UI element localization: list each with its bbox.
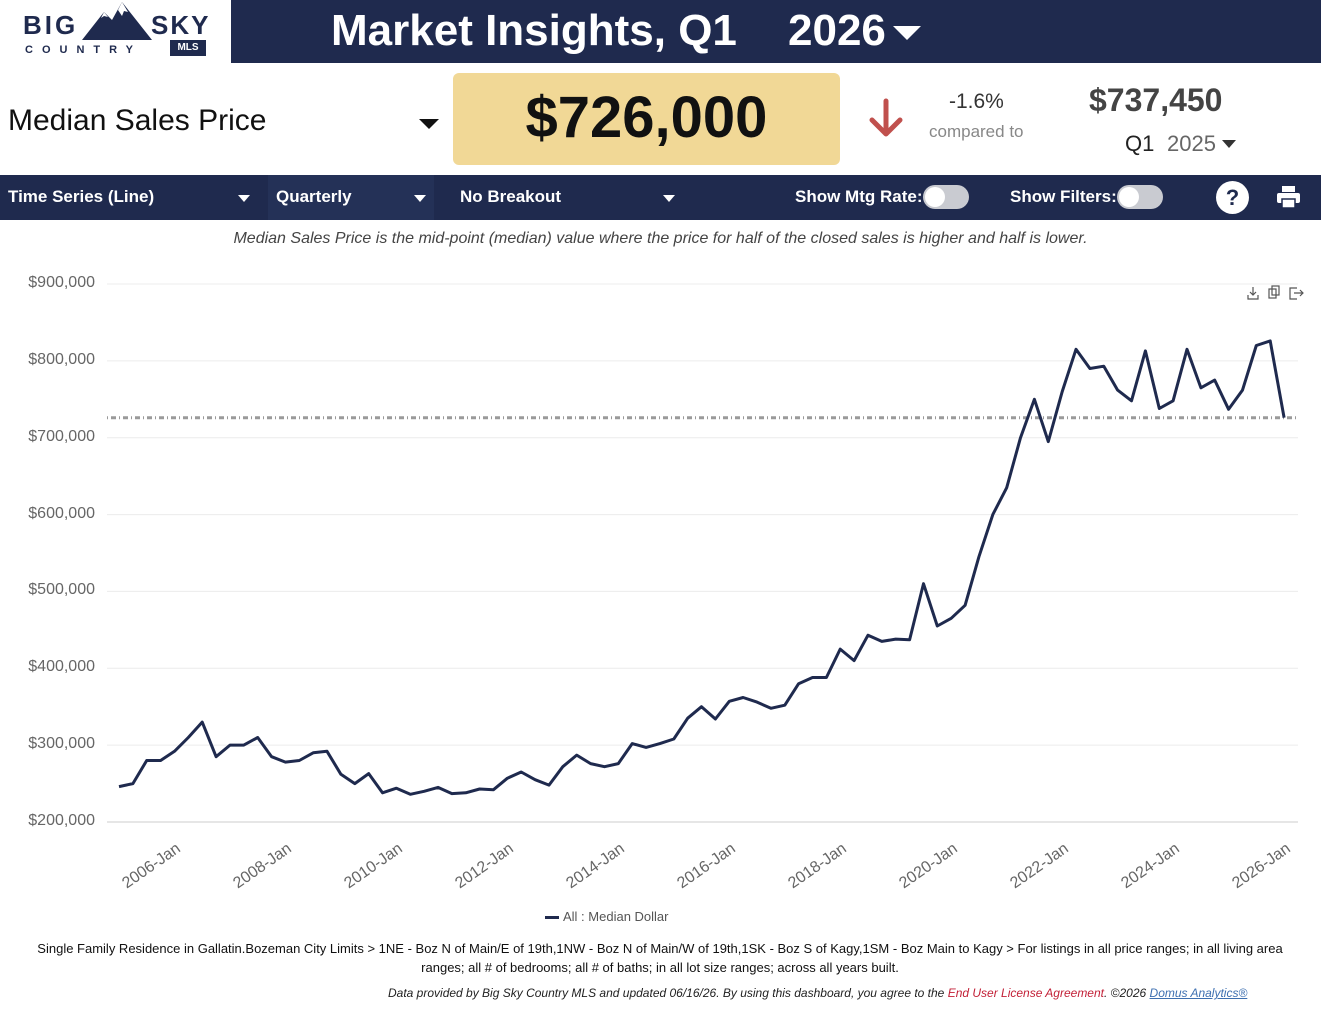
x-tick-label: 2024-Jan xyxy=(1118,840,1183,893)
mountain-icon xyxy=(82,2,152,40)
help-icon[interactable]: ? xyxy=(1216,181,1249,214)
y-tick-label: $300,000 xyxy=(28,735,95,753)
comparison-dropdown-icon[interactable] xyxy=(1222,140,1236,148)
y-tick-label: $800,000 xyxy=(28,350,95,368)
filters-label: Show Filters: xyxy=(1010,187,1117,206)
x-tick-label: 2022-Jan xyxy=(1007,840,1072,893)
y-tick-label: $200,000 xyxy=(28,812,95,829)
y-tick-label: $600,000 xyxy=(28,504,95,522)
chart-type-selector[interactable]: Time Series (Line) xyxy=(8,187,155,206)
y-tick-label: $900,000 xyxy=(28,274,95,291)
change-percent: -1.6% xyxy=(949,90,1004,113)
y-tick-label: $500,000 xyxy=(28,581,95,599)
x-tick-label: 2008-Jan xyxy=(230,840,296,893)
download-icon[interactable] xyxy=(1247,287,1259,300)
toolbar: Time Series (Line) Quarterly No Breakout… xyxy=(0,175,1321,220)
print-icon[interactable] xyxy=(1276,185,1301,209)
x-tick-label: 2014-Jan xyxy=(563,840,629,893)
filters-toggle[interactable] xyxy=(1117,185,1163,209)
period-selector[interactable]: Quarterly xyxy=(276,187,352,206)
metric-value-box: $726,000 xyxy=(453,73,840,165)
logo-mls-badge: MLS xyxy=(170,40,206,56)
logo-text-big: BIG xyxy=(23,10,79,40)
legend-label: All : Median Dollar xyxy=(563,909,669,924)
breakout-dropdown-icon[interactable] xyxy=(663,195,675,202)
logo-text-sky: SKY xyxy=(151,10,211,40)
period-dropdown-icon[interactable] xyxy=(414,195,426,202)
period-selector-bg xyxy=(268,175,434,220)
x-tick-label: 2026-Jan xyxy=(1229,840,1294,893)
data-attribution: Data provided by Big Sky Country MLS and… xyxy=(388,986,1247,1000)
breakout-selector[interactable]: No Breakout xyxy=(460,187,562,206)
logo-text-country: COUNTRY xyxy=(25,44,142,56)
x-tick-label: 2010-Jan xyxy=(341,840,407,893)
chart-legend[interactable]: All : Median Dollar xyxy=(545,909,669,924)
series-line[interactable] xyxy=(118,339,1286,796)
mtg-rate-toggle[interactable] xyxy=(923,185,969,209)
logo: BIG SKY COUNTRY MLS xyxy=(0,0,231,63)
x-tick-label: 2006-Jan xyxy=(119,840,185,893)
export-icon[interactable] xyxy=(1289,287,1304,300)
copyright-text: . ©2026 xyxy=(1104,986,1150,1000)
eula-link[interactable]: End User License Agreement xyxy=(947,986,1104,1000)
y-tick-label: $700,000 xyxy=(28,427,95,445)
metric-dropdown-icon[interactable] xyxy=(419,119,439,129)
x-tick-label: 2020-Jan xyxy=(896,840,961,893)
year-dropdown-icon[interactable] xyxy=(893,26,921,40)
page-title: Market Insights, Q1 xyxy=(331,6,737,55)
year-selector[interactable]: 2026 xyxy=(788,6,886,55)
x-tick-label: 2018-Jan xyxy=(785,840,850,893)
down-arrow-icon xyxy=(869,98,903,137)
comparison-value: $737,450 xyxy=(1089,82,1223,118)
x-tick-label: 2012-Jan xyxy=(452,840,518,893)
metric-selector[interactable]: Median Sales Price xyxy=(8,104,267,137)
filter-description: Single Family Residence in Gallatin.Boze… xyxy=(37,941,1283,975)
x-tick-label: 2016-Jan xyxy=(674,840,740,893)
chart-toolbar xyxy=(1247,285,1304,300)
domus-link[interactable]: Domus Analytics® xyxy=(1149,986,1248,1000)
copy-icon[interactable] xyxy=(1268,285,1280,299)
compared-label: compared to xyxy=(929,122,1024,141)
legend-swatch xyxy=(545,916,559,920)
attribution-text: Data provided by Big Sky Country MLS and… xyxy=(388,986,948,1000)
y-tick-label: $400,000 xyxy=(28,658,95,676)
mtg-rate-label: Show Mtg Rate: xyxy=(795,187,923,206)
metric-value: $726,000 xyxy=(525,85,768,150)
metric-description: Median Sales Price is the mid-point (med… xyxy=(233,230,1088,247)
chart-type-dropdown-icon[interactable] xyxy=(238,195,250,202)
comparison-year-selector[interactable]: 2025 xyxy=(1167,131,1216,156)
comparison-quarter: Q1 xyxy=(1125,131,1155,156)
